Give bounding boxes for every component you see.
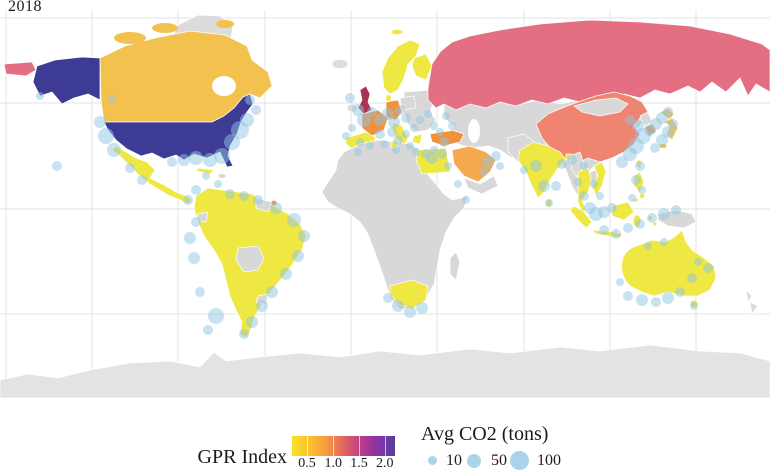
gpr-index-legend-label: GPR Index [197,446,287,468]
co2-legend-size-10: 10 [446,452,462,469]
country-greece [411,133,423,145]
country-usa [103,93,254,168]
map-title: 2018 [8,0,42,15]
country-antarctica [0,344,770,399]
country-borneo [611,201,635,221]
co2-legend-size-100: 100 [537,452,561,469]
canada-arctic-islands [114,20,234,54]
caspian-sea [468,119,480,143]
gradient-tick [307,436,309,456]
country-madagascar [449,251,461,281]
co2-legend-bubble-small [428,456,437,465]
country-russia-chukotka [3,61,37,77]
country-yemen-oman [463,175,499,195]
country-sumatra [569,205,593,229]
hudson-bay [212,76,236,96]
country-mongolia [573,97,629,117]
gpr-tick-1.5: 1.5 [350,456,368,471]
co2-legend-label: Avg CO2 (tons) [421,423,549,445]
country-svalbard [390,29,404,35]
co2-legend-bubble-medium [467,454,481,468]
country-bolivia-paraguay [235,245,265,273]
gradient-tick [333,436,335,456]
gpr-tick-labels: 0.5 1.0 1.5 2.0 [292,456,395,472]
co2-legend-size-50: 50 [491,452,507,469]
gpr-tick-1.0: 1.0 [324,456,342,471]
co2-bubbles [36,92,713,339]
country-norway-sweden [381,39,421,95]
country-hispaniola [217,173,227,179]
gpr-gradient-bar [292,436,395,456]
gpr-tick-0.5: 0.5 [298,456,316,471]
country-russia [427,19,770,111]
country-cuba [195,167,215,175]
gpr-tick-2.0: 2.0 [375,456,394,471]
gradient-tick [384,436,386,456]
country-alaska [32,56,101,105]
gradient-tick [358,436,360,456]
co2-legend-bubble-large [510,451,529,470]
country-denmark [385,94,392,102]
country-finland [411,53,433,81]
country-new-zealand [745,288,759,315]
country-iceland [331,59,349,69]
